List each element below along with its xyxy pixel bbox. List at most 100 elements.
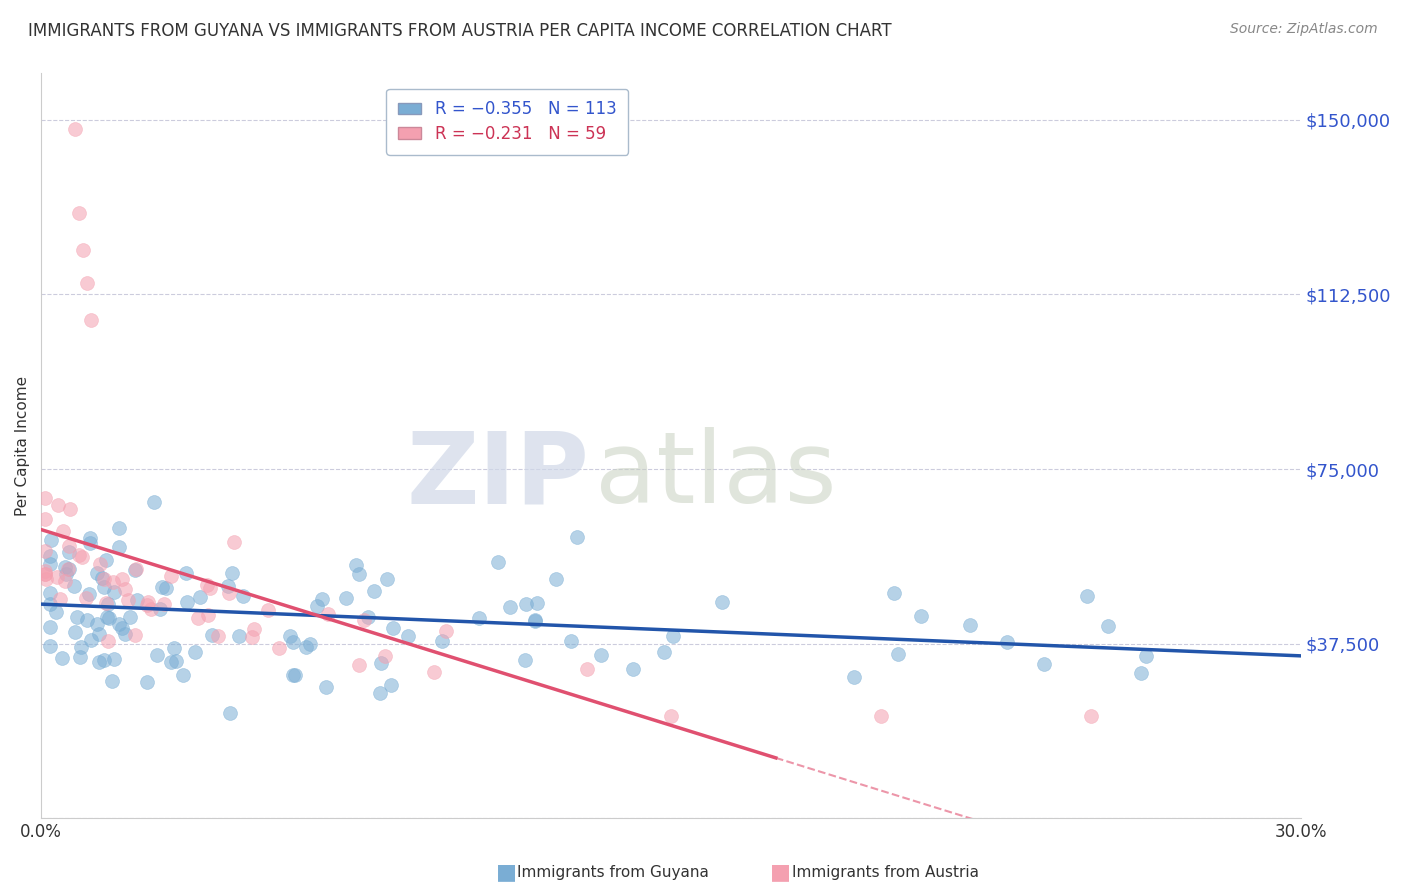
Point	[165, 654, 187, 668]
Point	[155, 581, 177, 595]
Point	[357, 609, 380, 624]
Point	[298, 636, 321, 650]
Point	[93, 573, 115, 587]
Point	[1135, 649, 1157, 664]
Point	[228, 629, 250, 643]
Point	[544, 572, 567, 586]
Point	[89, 557, 111, 571]
Point	[69, 640, 91, 654]
Point	[396, 629, 419, 643]
Point	[375, 572, 398, 586]
Point	[127, 593, 149, 607]
Point	[159, 655, 181, 669]
Point	[305, 599, 328, 614]
Point	[621, 662, 644, 676]
Point	[526, 596, 548, 610]
Point	[55, 566, 77, 581]
Point	[1097, 619, 1119, 633]
Point	[267, 641, 290, 656]
Point	[652, 645, 675, 659]
Point	[195, 578, 218, 592]
Point	[135, 598, 157, 612]
Text: ■: ■	[496, 863, 516, 882]
Point	[38, 557, 60, 571]
Point	[124, 627, 146, 641]
Point	[380, 678, 402, 692]
Point	[347, 658, 370, 673]
Point	[58, 562, 80, 576]
Point	[34, 564, 56, 578]
Point	[565, 530, 588, 544]
Y-axis label: Per Capita Income: Per Capita Income	[15, 376, 30, 516]
Point	[34, 566, 56, 581]
Point	[53, 574, 76, 588]
Point	[315, 680, 337, 694]
Point	[589, 648, 612, 662]
Point	[90, 571, 112, 585]
Point	[524, 613, 547, 627]
Point	[1076, 590, 1098, 604]
Point	[58, 544, 80, 558]
Point	[150, 580, 173, 594]
Point	[174, 566, 197, 581]
Point	[201, 628, 224, 642]
Point	[363, 583, 385, 598]
Point	[38, 598, 60, 612]
Point	[869, 709, 891, 723]
Point	[51, 651, 73, 665]
Point	[842, 670, 865, 684]
Point	[72, 550, 94, 565]
Point	[114, 627, 136, 641]
Point	[93, 581, 115, 595]
Point	[188, 590, 211, 604]
Point	[295, 640, 318, 654]
Point	[232, 589, 254, 603]
Text: ZIP: ZIP	[406, 427, 589, 524]
Point	[45, 570, 67, 584]
Point	[353, 613, 375, 627]
Point	[347, 566, 370, 581]
Point	[368, 686, 391, 700]
Point	[94, 596, 117, 610]
Point	[959, 618, 981, 632]
Text: IMMIGRANTS FROM GUYANA VS IMMIGRANTS FROM AUSTRIA PER CAPITA INCOME CORRELATION : IMMIGRANTS FROM GUYANA VS IMMIGRANTS FRO…	[28, 22, 891, 40]
Point	[172, 668, 194, 682]
Point	[79, 532, 101, 546]
Point	[46, 498, 69, 512]
Point	[575, 662, 598, 676]
Point	[218, 586, 240, 600]
Point	[34, 544, 56, 558]
Point	[58, 539, 80, 553]
Point	[135, 675, 157, 690]
Point	[284, 668, 307, 682]
Point	[77, 587, 100, 601]
Point	[111, 621, 134, 635]
Point	[486, 555, 509, 569]
Point	[513, 653, 536, 667]
Point	[316, 607, 339, 621]
Point	[142, 494, 165, 508]
Point	[515, 597, 537, 611]
Point	[108, 540, 131, 554]
Point	[49, 591, 72, 606]
Point	[38, 620, 60, 634]
Point	[86, 566, 108, 580]
Point	[117, 593, 139, 607]
Text: Source: ZipAtlas.com: Source: ZipAtlas.com	[1230, 22, 1378, 37]
Point	[344, 558, 367, 572]
Text: atlas: atlas	[595, 427, 837, 524]
Point	[93, 653, 115, 667]
Point	[430, 634, 453, 648]
Point	[69, 649, 91, 664]
Point	[101, 673, 124, 688]
Point	[281, 635, 304, 649]
Point	[94, 553, 117, 567]
Point	[910, 609, 932, 624]
Point	[278, 629, 301, 643]
Point	[34, 566, 56, 581]
Point	[108, 521, 131, 535]
Point	[523, 614, 546, 628]
Point	[38, 586, 60, 600]
Point	[67, 548, 90, 562]
Point	[710, 595, 733, 609]
